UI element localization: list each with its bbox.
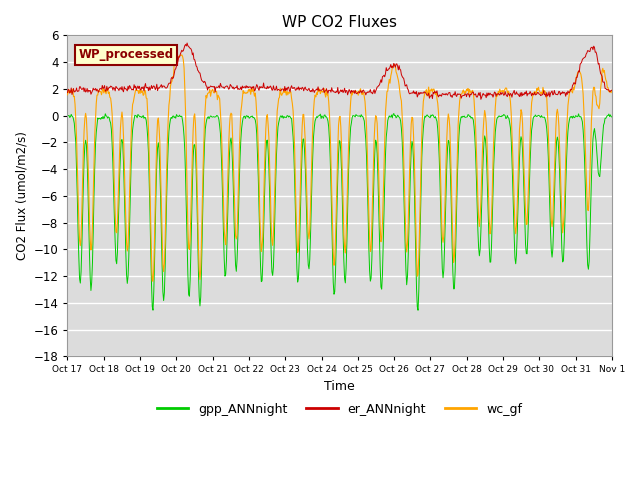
X-axis label: Time: Time [324, 380, 355, 393]
Title: WP CO2 Fluxes: WP CO2 Fluxes [282, 15, 397, 30]
Y-axis label: CO2 Flux (umol/m2/s): CO2 Flux (umol/m2/s) [15, 132, 28, 260]
Text: WP_processed: WP_processed [78, 48, 173, 61]
Legend: gpp_ANNnight, er_ANNnight, wc_gf: gpp_ANNnight, er_ANNnight, wc_gf [152, 398, 527, 420]
